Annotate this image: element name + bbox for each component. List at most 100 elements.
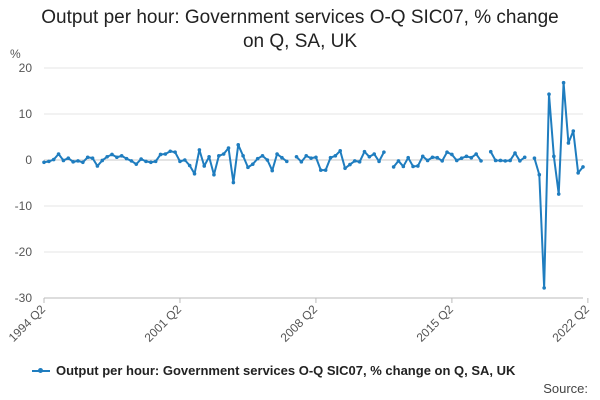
data-point [134,162,139,166]
data-point [348,162,352,167]
legend[interactable]: Output per hour: Government services O-Q… [32,363,515,378]
series-line [43,143,288,184]
data-point [221,152,226,156]
data-point [318,168,323,172]
data-point [197,148,202,152]
data-point [168,149,173,154]
data-point [85,155,90,160]
data-point [246,165,250,170]
data-point [149,160,153,165]
data-point [284,159,289,164]
data-point [66,156,71,160]
data-point [464,154,469,159]
data-point [207,154,211,159]
data-point [556,192,561,196]
data-point [217,154,221,158]
data-point [294,154,299,159]
data-point [90,156,95,160]
data-point [183,158,187,162]
data-point [95,164,100,168]
data-point [532,156,537,160]
data-point [231,180,236,185]
data-point [571,129,576,133]
data-point [581,165,585,169]
data-point [367,154,372,159]
data-point [445,150,449,154]
data-point [61,158,66,163]
data-point [51,157,56,162]
data-point [212,172,216,177]
data-point [352,159,357,163]
data-point [119,154,124,158]
data-point [124,156,129,161]
y-tick-label: -30 [15,291,33,305]
data-point [323,168,328,172]
data-point [396,159,401,163]
data-point [488,149,493,154]
data-point [459,156,464,160]
data-point [401,164,406,169]
x-tick-label: 2022 Q2 [550,302,593,345]
data-point [576,171,580,175]
source-label: Source: [543,381,588,396]
data-point [299,160,304,164]
data-point [357,160,362,164]
data-point [309,156,313,160]
chart-title: Output per hour: Government services O-Q… [41,7,559,52]
series-line [533,81,584,289]
data-point [241,154,245,158]
data-point [178,159,182,164]
x-tick-label: 2015 Q2 [414,302,457,345]
data-point [425,158,430,163]
data-point [479,159,483,163]
y-tick-label: 0 [25,153,32,167]
data-point [566,141,571,145]
data-point [450,152,454,157]
data-point [474,152,478,156]
data-point [518,159,522,163]
y-tick-label: -20 [15,245,33,259]
data-point [561,80,566,85]
data-point [236,143,241,147]
data-point [144,159,148,164]
data-point [42,160,46,165]
data-point [192,172,197,176]
data-point [416,164,420,168]
data-point [498,158,503,163]
data-point [173,150,177,154]
data-point [202,164,207,168]
data-point [382,150,386,154]
data-point [430,155,435,160]
data-point [338,149,343,153]
data-point [343,166,347,171]
data-point [362,149,367,154]
data-point [158,152,163,157]
data-point [542,286,546,290]
data-point [129,159,134,163]
data-point [440,159,444,163]
data-point [513,151,517,155]
x-tick-label: 2008 Q2 [278,302,321,345]
data-point [372,152,377,156]
data-point [328,155,333,160]
data-point [333,154,338,158]
legend-label: Output per hour: Government services O-Q… [56,363,516,378]
data-point [251,162,255,166]
data-point [105,154,109,159]
data-point [522,155,527,160]
data-point [493,158,498,163]
data-point [537,172,542,177]
data-point [76,159,80,163]
data-point [115,155,119,160]
data-point [547,92,551,97]
data-point [47,159,51,164]
data-point [81,160,85,165]
data-point [280,155,284,160]
data-point [391,165,396,169]
data-point [265,158,270,162]
data-point [270,168,275,173]
data-point [226,146,231,150]
data-point [100,158,105,163]
data-point [411,164,415,169]
